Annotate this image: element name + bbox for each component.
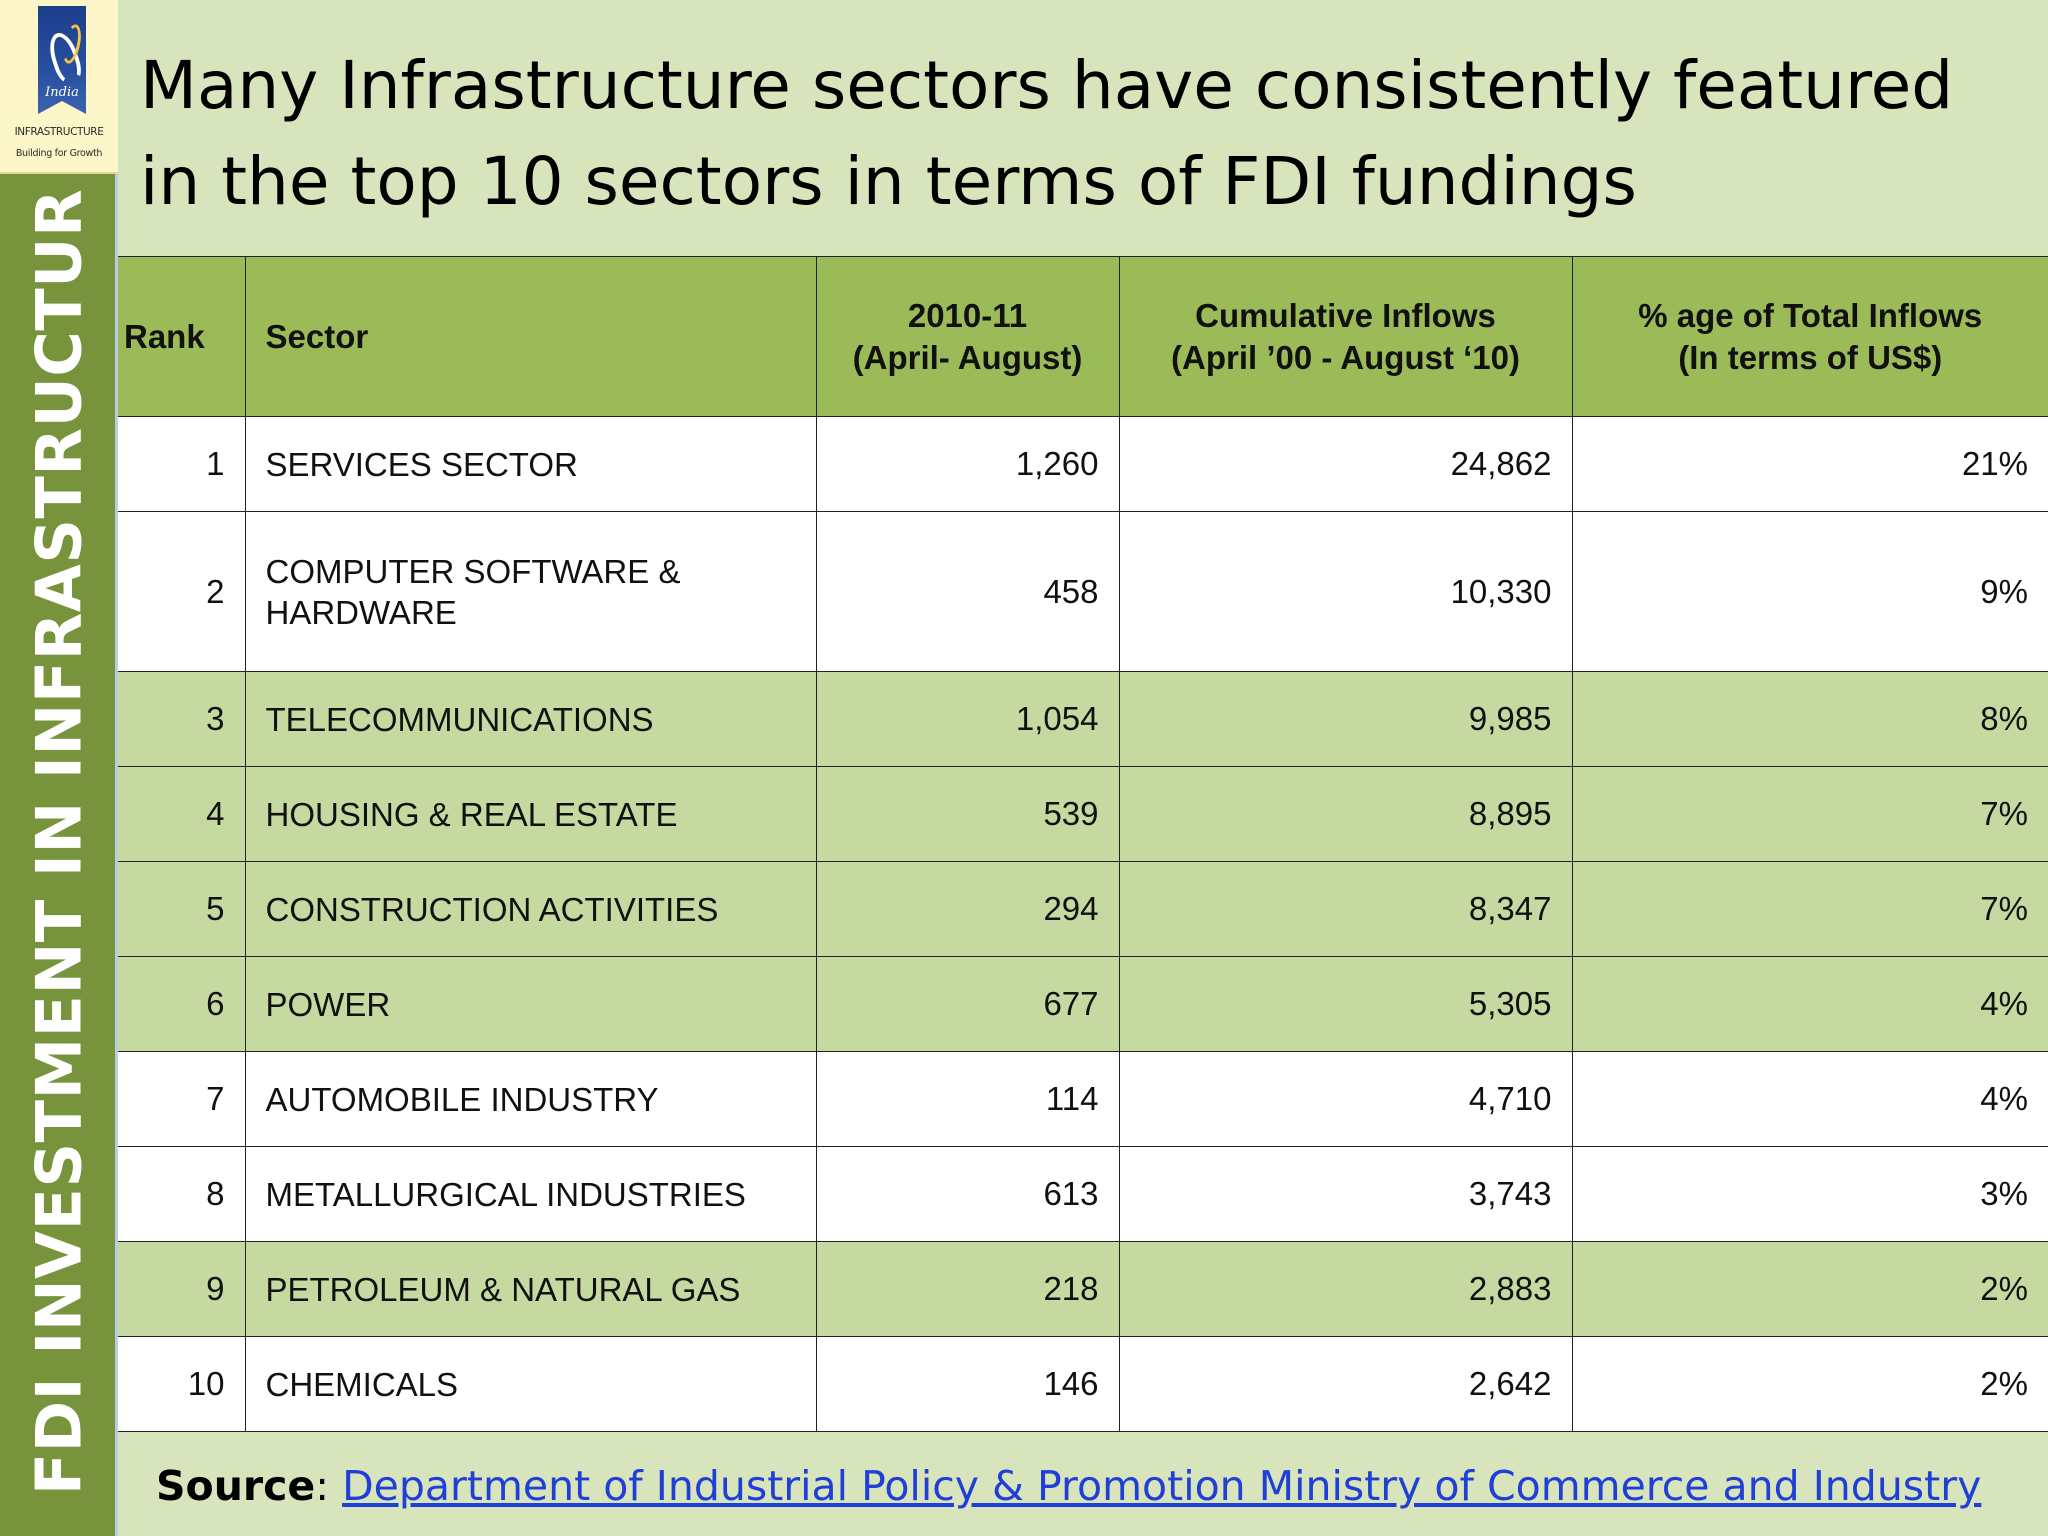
share-cell: 4%: [1571, 956, 2048, 1052]
cumulative-cell: 2,642: [1118, 1336, 1573, 1432]
period-cell: 114: [815, 1051, 1120, 1147]
sidebar: India INFRASTRUCTURE Building for Growth…: [0, 0, 118, 1536]
share-cell: 3%: [1571, 1146, 2048, 1242]
cumulative-cell: 3,743: [1118, 1146, 1573, 1242]
cumulative-cell: 9,985: [1118, 671, 1573, 767]
header-cumulative-line2: (April ’00 - August ‘10): [1171, 338, 1520, 376]
sector-cell: CHEMICALS: [244, 1336, 817, 1432]
header-share-line1: % age of Total Inflows: [1638, 296, 1983, 334]
table-row: 1 SERVICES SECTOR 1,260 24,862 21%: [118, 416, 2048, 512]
sector-cell-line2: HARDWARE: [265, 593, 457, 631]
cumulative-cell: 8,347: [1118, 861, 1573, 957]
period-cell: 613: [815, 1146, 1120, 1242]
share-cell: 4%: [1571, 1051, 2048, 1147]
share-cell: 2%: [1571, 1241, 2048, 1337]
logo-text-line1: INFRASTRUCTURE: [14, 126, 104, 138]
share-cell: 9%: [1571, 511, 2048, 672]
sector-cell: METALLURGICAL INDUSTRIES: [244, 1146, 817, 1242]
india-infrastructure-logo: India INFRASTRUCTURE Building for Growth: [0, 0, 118, 174]
sector-cell: POWER: [244, 956, 817, 1052]
period-cell: 1,054: [815, 671, 1120, 767]
share-cell: 8%: [1571, 671, 2048, 767]
cumulative-cell: 24,862: [1118, 416, 1573, 512]
cumulative-cell: 5,305: [1118, 956, 1573, 1052]
period-cell: 294: [815, 861, 1120, 957]
rank-cell: 6: [118, 956, 246, 1052]
rank-cell: 1: [118, 416, 246, 512]
share-cell: 7%: [1571, 861, 2048, 957]
share-cell: 2%: [1571, 1336, 2048, 1432]
sector-cell: TELECOMMUNICATIONS: [244, 671, 817, 767]
header-cumulative-line1: Cumulative Inflows: [1195, 296, 1496, 334]
source-separator: :: [315, 1462, 343, 1510]
rank-cell: 8: [118, 1146, 246, 1242]
table-header-row: Rank Sector 2010-11 (April- August) Cumu…: [118, 256, 2048, 417]
period-cell: 539: [815, 766, 1120, 862]
header-period-line2: (April- August): [852, 338, 1083, 376]
header-period-line1: 2010-11: [907, 296, 1028, 334]
cumulative-cell: 8,895: [1118, 766, 1573, 862]
logo-emblem-icon: India: [38, 6, 86, 114]
source-link[interactable]: Department of Industrial Policy & Promot…: [342, 1462, 1982, 1510]
sector-cell: HOUSING & REAL ESTATE: [244, 766, 817, 862]
table-row: 6 POWER 677 5,305 4%: [118, 956, 2048, 1052]
period-cell: 458: [815, 511, 1120, 672]
period-cell: 218: [815, 1241, 1120, 1337]
fdi-sectors-table: Rank Sector 2010-11 (April- August) Cumu…: [118, 256, 2048, 1432]
sector-cell-line1: COMPUTER SOFTWARE &: [265, 552, 681, 590]
sector-cell: COMPUTER SOFTWARE & HARDWARE: [244, 511, 817, 672]
logo-emblem-text: India: [45, 85, 79, 100]
header-share: % age of Total Inflows (In terms of US$): [1571, 256, 2048, 417]
rank-cell: 9: [118, 1241, 246, 1337]
header-period: 2010-11 (April- August): [815, 256, 1120, 417]
cumulative-cell: 4,710: [1118, 1051, 1573, 1147]
logo-text-line2: Building for Growth: [15, 148, 103, 159]
source-line: Source: Department of Industrial Policy …: [156, 1462, 1981, 1510]
table-row: 4 HOUSING & REAL ESTATE 539 8,895 7%: [118, 766, 2048, 862]
sidebar-vertical-title: FDI INVESTMENT IN INFRASTRUCTUR: [22, 188, 96, 1496]
rank-cell: 3: [118, 671, 246, 767]
table-row: 10 CHEMICALS 146 2,642 2%: [118, 1336, 2048, 1432]
cumulative-cell: 10,330: [1118, 511, 1573, 672]
sector-cell: AUTOMOBILE INDUSTRY: [244, 1051, 817, 1147]
rank-cell: 10: [118, 1336, 246, 1432]
page-title: Many Infrastructure sectors have consist…: [140, 47, 1954, 220]
header-share-line2: (In terms of US$): [1678, 338, 1943, 376]
table-row: 8 METALLURGICAL INDUSTRIES 613 3,743 3%: [118, 1146, 2048, 1242]
share-cell: 7%: [1571, 766, 2048, 862]
table-row: 5 CONSTRUCTION ACTIVITIES 294 8,347 7%: [118, 861, 2048, 957]
header-rank: Rank: [118, 256, 246, 417]
sector-cell: CONSTRUCTION ACTIVITIES: [244, 861, 817, 957]
share-cell: 21%: [1571, 416, 2048, 512]
cumulative-cell: 2,883: [1118, 1241, 1573, 1337]
rank-cell: 2: [118, 511, 246, 672]
period-cell: 146: [815, 1336, 1120, 1432]
table-row: 9 PETROLEUM & NATURAL GAS 218 2,883 2%: [118, 1241, 2048, 1337]
table-row: 7 AUTOMOBILE INDUSTRY 114 4,710 4%: [118, 1051, 2048, 1147]
rank-cell: 7: [118, 1051, 246, 1147]
header-cumulative: Cumulative Inflows (April ’00 - August ‘…: [1118, 256, 1573, 417]
rank-cell: 4: [118, 766, 246, 862]
header-sector: Sector: [244, 256, 817, 417]
period-cell: 1,260: [815, 416, 1120, 512]
rank-cell: 5: [118, 861, 246, 957]
source-label: Source: [156, 1462, 316, 1510]
sector-cell: SERVICES SECTOR: [244, 416, 817, 512]
period-cell: 677: [815, 956, 1120, 1052]
sector-cell: PETROLEUM & NATURAL GAS: [244, 1241, 817, 1337]
table-row: 3 TELECOMMUNICATIONS 1,054 9,985 8%: [118, 671, 2048, 767]
table-row: 2 COMPUTER SOFTWARE & HARDWARE 458 10,33…: [118, 511, 2048, 672]
